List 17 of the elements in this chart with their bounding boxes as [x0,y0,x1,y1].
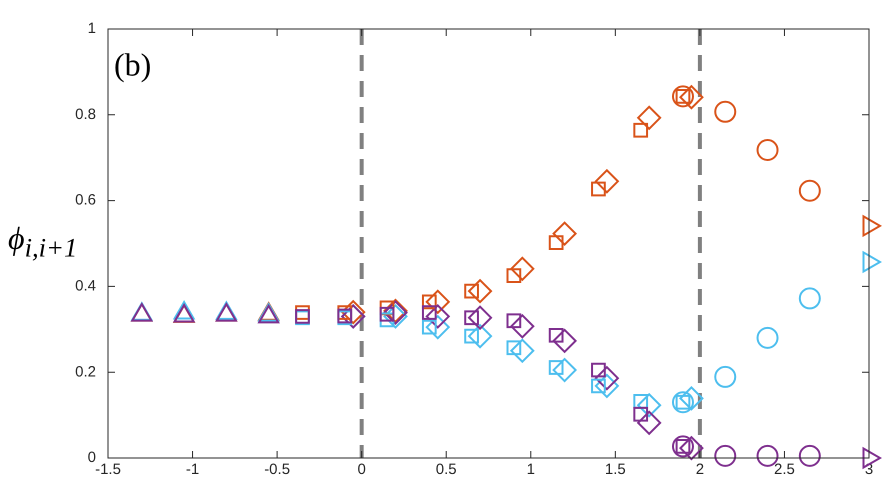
y-tick-label: 0.6 [75,192,96,209]
y-tick-label: 0.4 [75,278,96,295]
annotation: (b) [114,46,152,82]
x-tick-label: -1 [186,461,200,478]
x-tick-label: 0.5 [436,461,457,478]
x-tick-label: 1 [526,461,535,478]
x-tick-label: 2.5 [774,461,795,478]
y-tick-label: 0.8 [75,106,96,123]
y-tick-label: 0.2 [75,363,96,380]
y-tick-label: 1 [88,20,96,38]
x-tick-label: -1.5 [95,461,121,478]
y-axis-title: ϕ$_{i,i+1}$ [8,220,78,264]
x-tick-label: 1.5 [604,461,626,478]
x-tick-label: -0.5 [264,461,290,478]
x-tick-label: 0 [357,461,366,478]
x-tick-label: 2 [696,461,704,478]
y-tick-label: 0 [88,449,96,466]
